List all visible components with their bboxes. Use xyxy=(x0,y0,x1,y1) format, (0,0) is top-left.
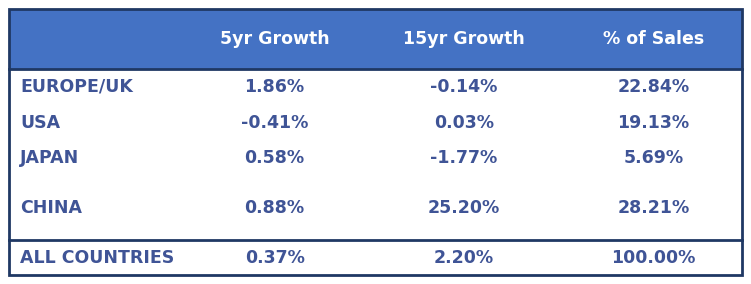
Text: CHINA: CHINA xyxy=(20,199,83,217)
Text: JAPAN: JAPAN xyxy=(20,149,80,167)
Text: 0.58%: 0.58% xyxy=(245,149,305,167)
Text: ALL COUNTRIES: ALL COUNTRIES xyxy=(20,248,174,267)
Text: -0.14%: -0.14% xyxy=(430,78,498,96)
Text: 2.20%: 2.20% xyxy=(434,248,494,267)
Text: 19.13%: 19.13% xyxy=(617,114,689,131)
Text: 28.21%: 28.21% xyxy=(617,199,689,217)
Text: % of Sales: % of Sales xyxy=(603,30,704,48)
Text: 15yr Growth: 15yr Growth xyxy=(403,30,525,48)
Text: 0.88%: 0.88% xyxy=(245,199,305,217)
Text: 100.00%: 100.00% xyxy=(611,248,695,267)
Bar xyxy=(9,9,742,69)
Text: EUROPE/UK: EUROPE/UK xyxy=(20,78,133,96)
Text: 22.84%: 22.84% xyxy=(617,78,689,96)
Text: -1.77%: -1.77% xyxy=(430,149,498,167)
Text: 5.69%: 5.69% xyxy=(623,149,683,167)
Text: 1.86%: 1.86% xyxy=(245,78,305,96)
Text: 0.03%: 0.03% xyxy=(434,114,494,131)
Text: 5yr Growth: 5yr Growth xyxy=(220,30,330,48)
Text: 0.37%: 0.37% xyxy=(245,248,305,267)
Text: 25.20%: 25.20% xyxy=(428,199,500,217)
Text: -0.41%: -0.41% xyxy=(241,114,309,131)
Text: USA: USA xyxy=(20,114,60,131)
